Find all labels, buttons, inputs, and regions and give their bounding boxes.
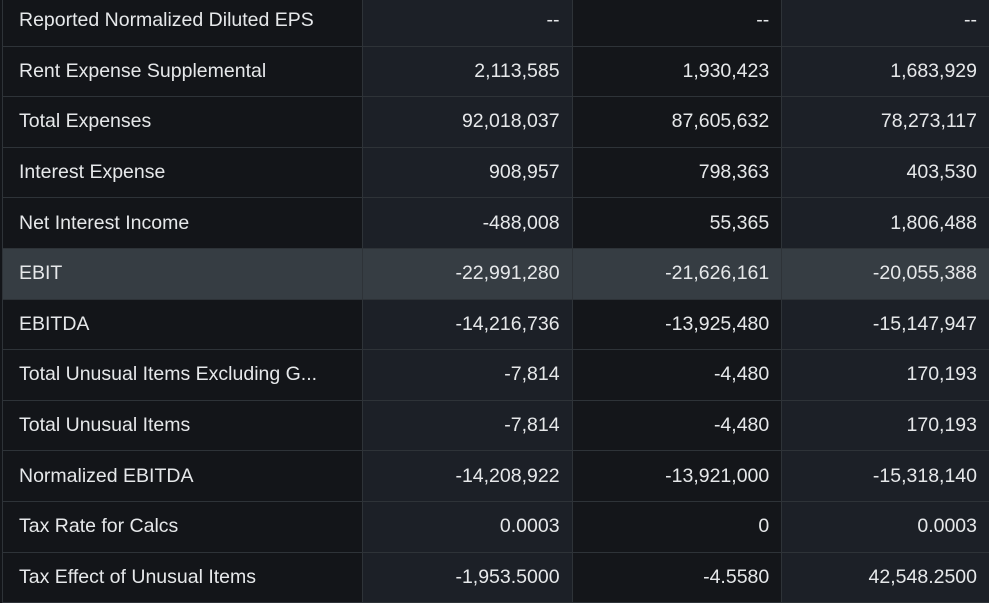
value-cell: -- (572, 0, 782, 46)
value-cell: 1,930,423 (572, 46, 782, 97)
value-cell: 87,605,632 (572, 97, 782, 148)
value-cell: 2,113,585 (362, 46, 572, 97)
value-cell: -- (362, 0, 572, 46)
value-cell: 1,683,929 (782, 46, 989, 97)
value-cell: -1,953.5000 (362, 552, 572, 603)
value-cell: 170,193 (782, 350, 989, 401)
value-cell: -4,480 (572, 400, 782, 451)
value-cell: -7,814 (362, 400, 572, 451)
value-cell: -15,147,947 (782, 299, 989, 350)
table-row[interactable]: Tax Effect of Unusual Items-1,953.5000-4… (3, 552, 989, 603)
row-label: EBIT (3, 248, 363, 299)
value-cell: -13,921,000 (572, 451, 782, 502)
table-row[interactable]: EBITDA-14,216,736-13,925,480-15,147,947 (3, 299, 989, 350)
table-row[interactable]: Total Unusual Items Excluding G...-7,814… (3, 350, 989, 401)
value-cell: -22,991,280 (362, 248, 572, 299)
value-cell: 0.0003 (362, 501, 572, 552)
row-label: EBITDA (3, 299, 363, 350)
row-label: Net Interest Income (3, 198, 363, 249)
value-cell: 0.0003 (782, 501, 989, 552)
row-label: Total Expenses (3, 97, 363, 148)
value-cell: 908,957 (362, 147, 572, 198)
value-cell: -20,055,388 (782, 248, 989, 299)
row-label: Normalized EBITDA (3, 451, 363, 502)
value-cell: -4.5580 (572, 552, 782, 603)
value-cell: 170,193 (782, 400, 989, 451)
row-label: Tax Effect of Unusual Items (3, 552, 363, 603)
value-cell: -13,925,480 (572, 299, 782, 350)
value-cell: -14,208,922 (362, 451, 572, 502)
value-cell: -14,216,736 (362, 299, 572, 350)
table-row[interactable]: EBIT-22,991,280-21,626,161-20,055,388 (3, 248, 989, 299)
row-label: Total Unusual Items (3, 400, 363, 451)
value-cell: -488,008 (362, 198, 572, 249)
table-row[interactable]: Normalized EBITDA-14,208,922-13,921,000-… (3, 451, 989, 502)
value-cell: 42,548.2500 (782, 552, 989, 603)
value-cell: -- (782, 0, 989, 46)
value-cell: 1,806,488 (782, 198, 989, 249)
value-cell: -15,318,140 (782, 451, 989, 502)
value-cell: 92,018,037 (362, 97, 572, 148)
value-cell: -4,480 (572, 350, 782, 401)
row-label: Rent Expense Supplemental (3, 46, 363, 97)
table-row[interactable]: Reported Normalized Diluted EPS------ (3, 0, 989, 46)
value-cell: 55,365 (572, 198, 782, 249)
value-cell: 0 (572, 501, 782, 552)
value-cell: 78,273,117 (782, 97, 989, 148)
value-cell: -7,814 (362, 350, 572, 401)
value-cell: 798,363 (572, 147, 782, 198)
value-cell: -21,626,161 (572, 248, 782, 299)
row-label: Total Unusual Items Excluding G... (3, 350, 363, 401)
value-cell: 403,530 (782, 147, 989, 198)
row-label: Interest Expense (3, 147, 363, 198)
row-label: Tax Rate for Calcs (3, 501, 363, 552)
row-label: Reported Normalized Diluted EPS (3, 0, 363, 46)
